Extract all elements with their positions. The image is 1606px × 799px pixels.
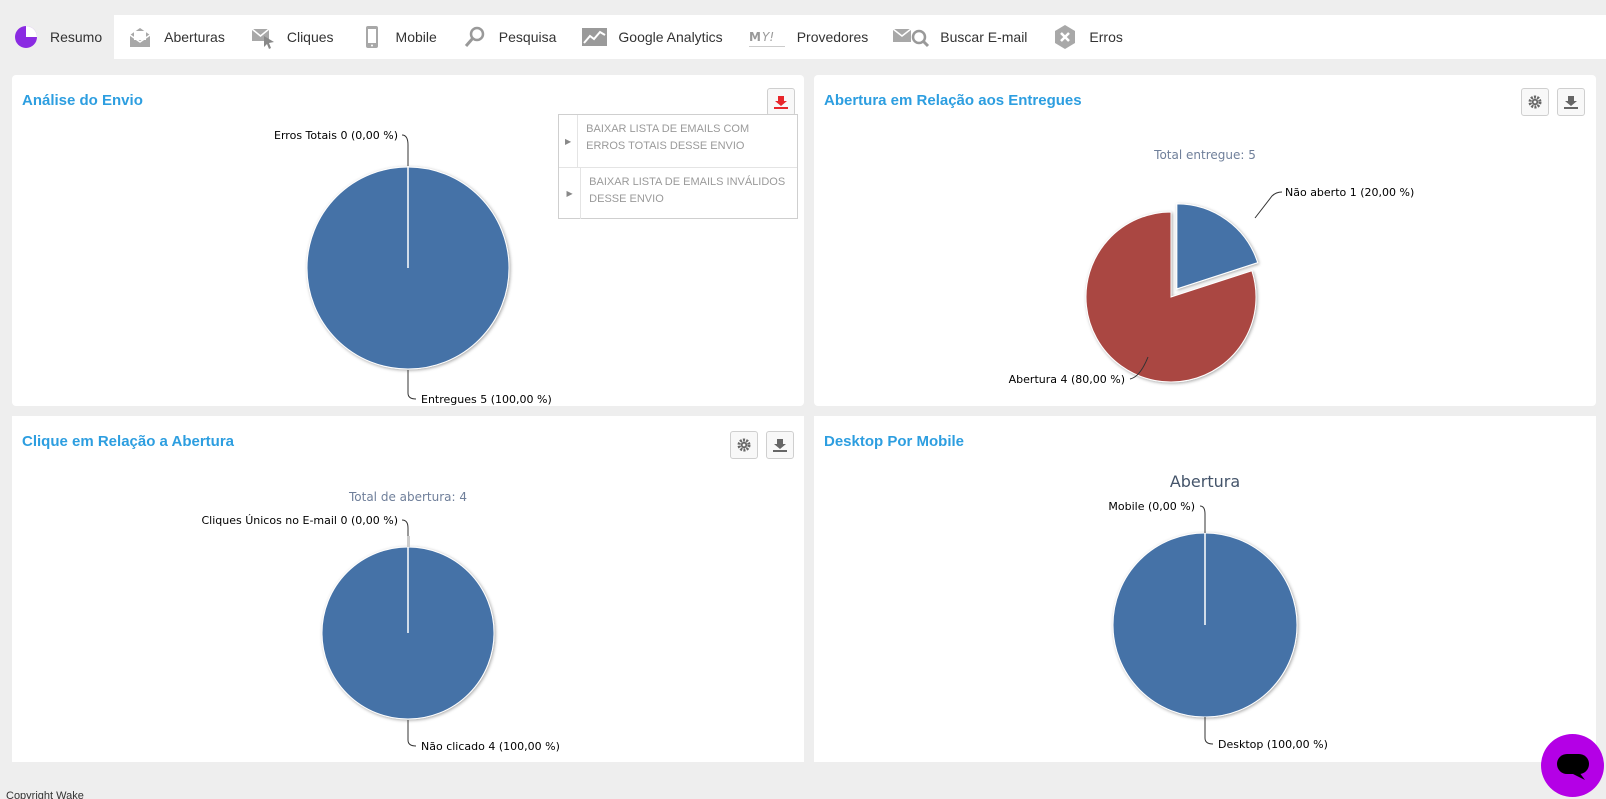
data-label-mobile: Mobile (0,00 %) xyxy=(1108,500,1195,513)
panel-desktop-mobile: Desktop Por Mobile Abertura Mobile (0,00… xyxy=(814,416,1596,762)
svg-text:Y!: Y! xyxy=(762,30,774,44)
data-label-desktop: Desktop (100,00 %) xyxy=(1218,738,1328,751)
menu-item-label[interactable]: BAIXAR LISTA DE EMAILS COM ERROS TOTAIS … xyxy=(586,123,750,152)
tab-pesquisa[interactable]: Pesquisa xyxy=(449,15,569,59)
error-x-icon xyxy=(1051,23,1079,51)
chat-bubble-icon xyxy=(1555,750,1591,782)
menu-item-download-invalid[interactable]: ▶ BAIXAR LISTA DE EMAILS INVÁLIDOS DESSE… xyxy=(559,167,797,219)
tab-buscar-email[interactable]: Buscar E-mail xyxy=(880,15,1039,59)
tab-label: Mobile xyxy=(395,29,437,45)
gear-icon xyxy=(1527,94,1543,110)
data-label-erros-totais: Erros Totais 0 (0,00 %) xyxy=(274,129,398,142)
chart-title: Total de abertura: 4 xyxy=(348,490,467,504)
panel-clique-abertura: Clique em Relação a Abertura Total de ab… xyxy=(12,416,804,762)
pie-chart-envio: Erros Totais 0 (0,00 %) Entregues 5 (100… xyxy=(274,129,552,406)
footer-copyright: Copyright Wake xyxy=(6,790,84,799)
tab-resumo[interactable]: Resumo xyxy=(0,15,115,59)
download-icon xyxy=(772,437,788,453)
caret-right-icon: ▶ xyxy=(559,115,579,167)
tab-label: Aberturas xyxy=(164,29,225,45)
gear-icon xyxy=(736,437,752,453)
tab-provedores[interactable]: M Y! Provedores xyxy=(735,15,881,59)
label-connector xyxy=(1199,505,1206,533)
tab-aberturas[interactable]: Aberturas xyxy=(114,15,237,59)
data-label-entregues: Entregues 5 (100,00 %) xyxy=(421,393,552,406)
label-connector xyxy=(1129,356,1149,380)
label-connector xyxy=(401,519,409,536)
panel-title: Desktop Por Mobile xyxy=(824,433,965,450)
tab-label: Pesquisa xyxy=(498,29,557,45)
chart-title: Abertura xyxy=(1170,472,1240,491)
pie-slice-abertura xyxy=(1085,211,1257,383)
pie-chart-desktop: Abertura Mobile (0,00 %) Desktop (100,00… xyxy=(1108,472,1328,751)
providers-logo-icon: M Y! xyxy=(747,23,787,51)
tab-google-analytics[interactable]: Google Analytics xyxy=(568,15,734,59)
settings-button[interactable] xyxy=(730,431,758,459)
data-label-cliques-unicos: Cliques Únicos no E-mail 0 (0,00 %) xyxy=(201,514,398,527)
download-button[interactable] xyxy=(767,88,795,116)
panel-title: Abertura em Relação aos Entregues xyxy=(824,92,1082,109)
panel-analise-envio: Análise do Envio ▶ BAIXAR LISTA DE EMAIL… xyxy=(12,75,804,406)
caret-right-icon: ▶ xyxy=(559,168,582,219)
menu-item-download-errors[interactable]: ▶ BAIXAR LISTA DE EMAILS COM ERROS TOTAI… xyxy=(559,115,797,167)
tab-label: Buscar E-mail xyxy=(940,29,1028,45)
tab-label: Google Analytics xyxy=(618,29,723,45)
label-connector xyxy=(1254,191,1283,219)
download-button[interactable] xyxy=(1557,88,1585,116)
settings-button[interactable] xyxy=(1521,88,1549,116)
tab-label: Resumo xyxy=(50,29,103,45)
data-label-abertura: Abertura 4 (80,00 %) xyxy=(1009,373,1125,386)
pie-slice-marker xyxy=(407,536,410,547)
envelope-cursor-icon xyxy=(249,23,277,51)
chart-title: Total entregue: 5 xyxy=(1153,148,1256,162)
download-icon xyxy=(1563,94,1579,110)
pie-chart-abertura: Total entregue: 5 Não aberto 1 (20,00 %)… xyxy=(1009,148,1415,386)
pie-slice-nao-aberto xyxy=(1176,203,1259,290)
mobile-phone-icon xyxy=(358,23,386,51)
download-menu: ▶ BAIXAR LISTA DE EMAILS COM ERROS TOTAI… xyxy=(558,114,798,219)
data-label-nao-clicado: Não clicado 4 (100,00 %) xyxy=(421,740,560,753)
envelope-search-icon xyxy=(892,23,930,51)
pie-chart-clique: Total de abertura: 4 Cliques Únicos no E… xyxy=(201,490,560,753)
label-connector xyxy=(1204,717,1214,745)
panel-title: Análise do Envio xyxy=(22,92,143,109)
panel-title: Clique em Relação a Abertura xyxy=(22,433,235,450)
label-connector xyxy=(407,370,417,400)
data-label-nao-aberto: Não aberto 1 (20,00 %) xyxy=(1285,186,1414,199)
tab-label: Cliques xyxy=(286,29,334,45)
line-chart-icon xyxy=(580,23,608,51)
chat-button[interactable] xyxy=(1541,734,1604,797)
label-connector xyxy=(401,134,409,166)
tab-label: Provedores xyxy=(796,29,869,45)
pie-chart-icon xyxy=(12,23,40,51)
magnifier-icon xyxy=(461,23,489,51)
download-icon xyxy=(773,94,789,110)
menu-item-label[interactable]: BAIXAR LISTA DE EMAILS INVÁLIDOS DESSE E… xyxy=(589,176,786,205)
tab-mobile[interactable]: Mobile xyxy=(346,15,449,59)
top-navigation: Resumo Aberturas Cliques Mobile Pesquisa… xyxy=(0,15,1606,59)
panel-abertura-entregues: Abertura em Relação aos Entregues Total … xyxy=(814,75,1596,406)
label-connector xyxy=(407,720,417,747)
svg-text:M: M xyxy=(749,30,761,44)
tab-cliques[interactable]: Cliques xyxy=(237,15,346,59)
envelope-open-icon xyxy=(126,23,154,51)
download-button[interactable] xyxy=(766,431,794,459)
tab-label: Erros xyxy=(1089,29,1123,45)
tab-erros[interactable]: Erros xyxy=(1039,15,1134,59)
